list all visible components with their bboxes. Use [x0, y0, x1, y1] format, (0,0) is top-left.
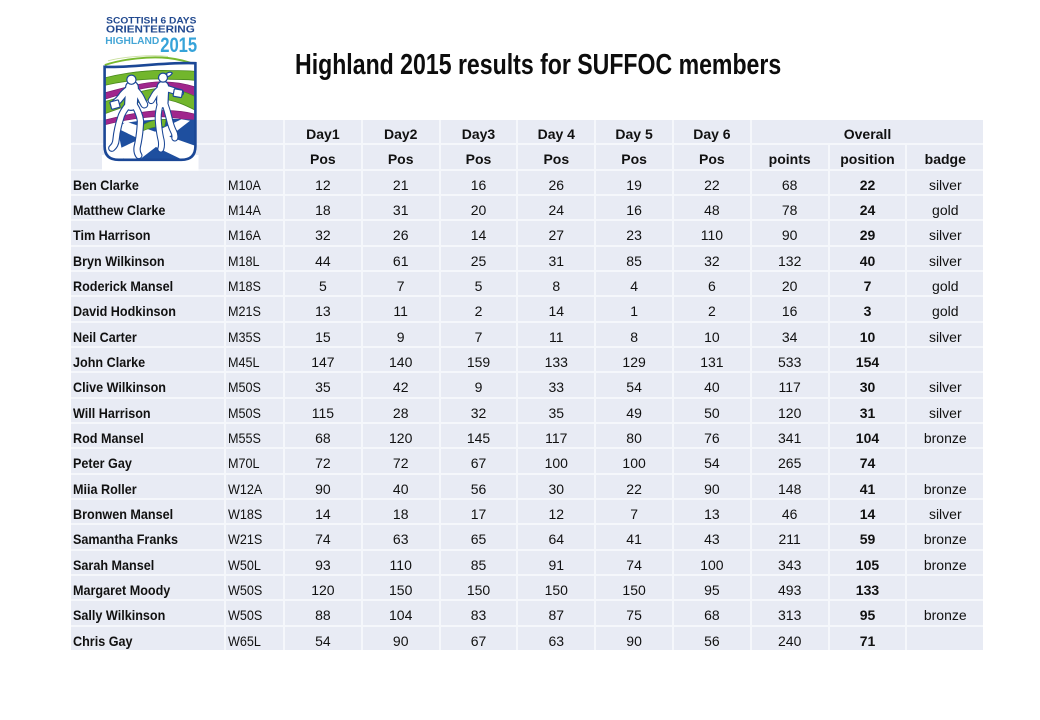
svg-text:SCOTTISH 6 DAYS: SCOTTISH 6 DAYS: [106, 15, 197, 26]
svg-text:ORIENTEERING: ORIENTEERING: [106, 25, 195, 36]
svg-text:2015: 2015: [160, 33, 197, 57]
svg-text:HIGHLAND: HIGHLAND: [105, 36, 159, 47]
